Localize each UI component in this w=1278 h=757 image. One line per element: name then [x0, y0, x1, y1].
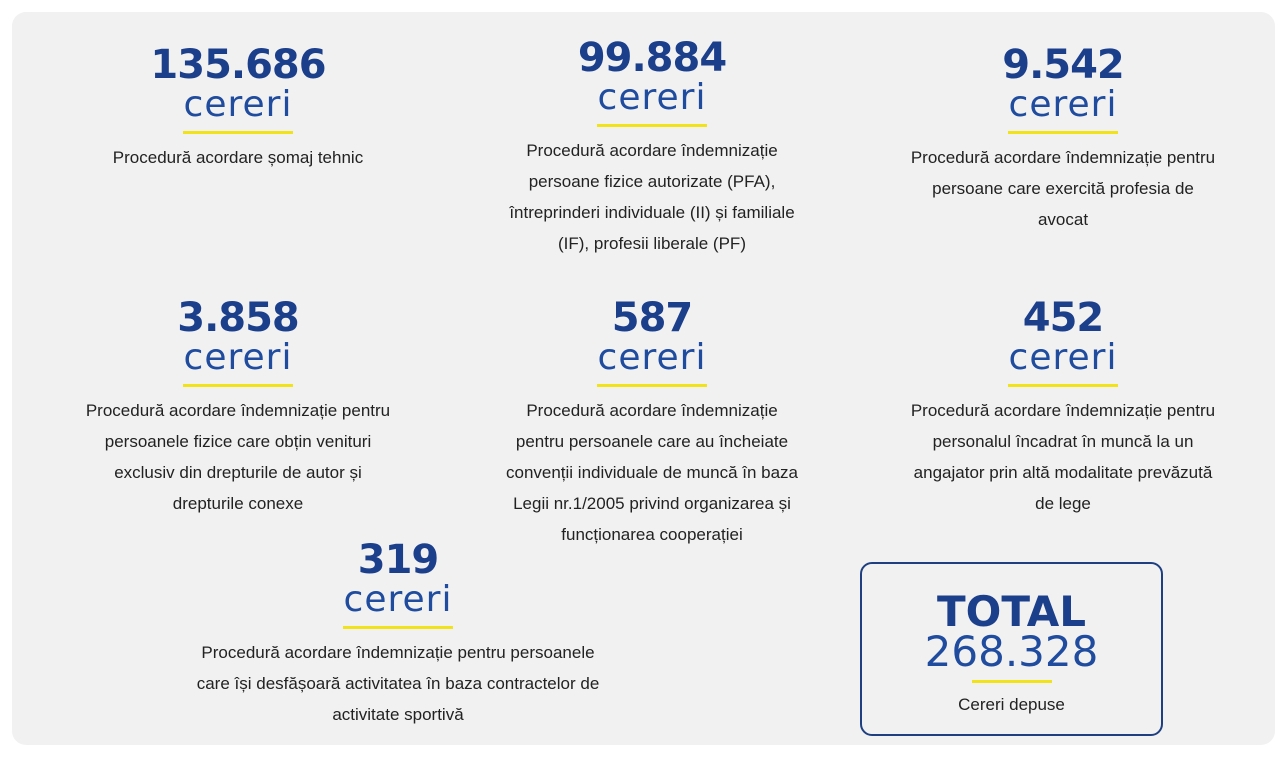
stat-unit: cereri [343, 579, 453, 620]
underline [597, 384, 707, 387]
description-line: care își desfășoară activitatea în baza … [196, 674, 600, 693]
description-line: Legii nr.1/2005 privind organizarea și [513, 494, 791, 513]
stat-number: 452 [1022, 295, 1105, 341]
description-line: (IF), profesii liberale (PF) [558, 234, 746, 253]
description-line: funcționarea cooperației [561, 525, 743, 544]
description: Procedură acordare îndemnizație pentru pe… [803, 395, 1278, 519]
description-line: persoane fizice autorizate (PFA), [528, 172, 776, 191]
underline [183, 131, 293, 134]
description-line: persoane care exercită profesia de [932, 179, 1194, 198]
underline [597, 124, 707, 127]
underline [343, 626, 453, 629]
description-line: Procedură acordare îndemnizație pentru p… [201, 643, 595, 662]
stat-unit: cereri [597, 77, 707, 118]
description: Procedură acordare îndemnizație persoane … [392, 135, 912, 259]
description: Procedură acordare îndemnizație pentru pe… [392, 395, 912, 550]
underline [1008, 131, 1118, 134]
total-caption: Cereri depuse [958, 695, 1065, 714]
description: Procedură acordare șomaj tehnic [0, 142, 498, 173]
stat-number: 135.686 [150, 42, 326, 88]
description-line: angajator prin altă modalitate prevăzută [913, 463, 1213, 482]
description-line: Procedură acordare îndemnizație pentru [85, 401, 391, 420]
underline [971, 680, 1052, 683]
description-line: convenții individuale de muncă în baza [505, 463, 799, 482]
total-title: TOTAL [936, 587, 1086, 636]
description: Procedură acordare îndemnizație pentru pe… [0, 395, 498, 519]
description-line: persoanele fizice care obțin venituri [104, 432, 372, 451]
description-line: de lege [1035, 494, 1091, 513]
stat-unit: cereri [1008, 337, 1118, 378]
description-line: Procedură acordare îndemnizație pentru [910, 401, 1216, 420]
description-line: Procedură acordare șomaj tehnic [112, 148, 364, 167]
description-line: exclusiv din drepturile de autor și [114, 463, 362, 482]
stat-number: 319 [357, 537, 440, 583]
stat-number: 587 [611, 295, 694, 341]
stat-number: 3.858 [177, 295, 300, 341]
description: Procedură acordare îndemnizație pentru pe… [803, 142, 1278, 235]
description-line: pentru persoanele care au încheiate [515, 432, 789, 451]
total-value: 268.328 [924, 627, 1099, 676]
description-line: Procedură acordare îndemnizație pentru [910, 148, 1216, 167]
description-line: avocat [1037, 210, 1089, 229]
description-line: personalul încadrat în muncă la un [932, 432, 1194, 451]
description: Procedură acordare îndemnizație pentru p… [138, 637, 658, 730]
description-line: întreprinderi individuale (II) și famili… [509, 203, 795, 222]
stat-number: 99.884 [577, 35, 727, 81]
description-line: Procedură acordare îndemnizație [526, 401, 778, 420]
underline [1008, 384, 1118, 387]
stat-number: 9.542 [1002, 42, 1125, 88]
stat-unit: cereri [1008, 84, 1118, 125]
underline [183, 384, 293, 387]
description-line: Procedură acordare îndemnizație [526, 141, 778, 160]
total-box: TOTAL 268.328 Cereri depuse [860, 562, 1163, 736]
stat-unit: cereri [183, 84, 293, 125]
description-line: activitate sportivă [332, 705, 464, 724]
panel [12, 12, 1275, 745]
stat-unit: cereri [183, 337, 293, 378]
description-line: drepturile conexe [172, 494, 304, 513]
stat-unit: cereri [597, 337, 707, 378]
